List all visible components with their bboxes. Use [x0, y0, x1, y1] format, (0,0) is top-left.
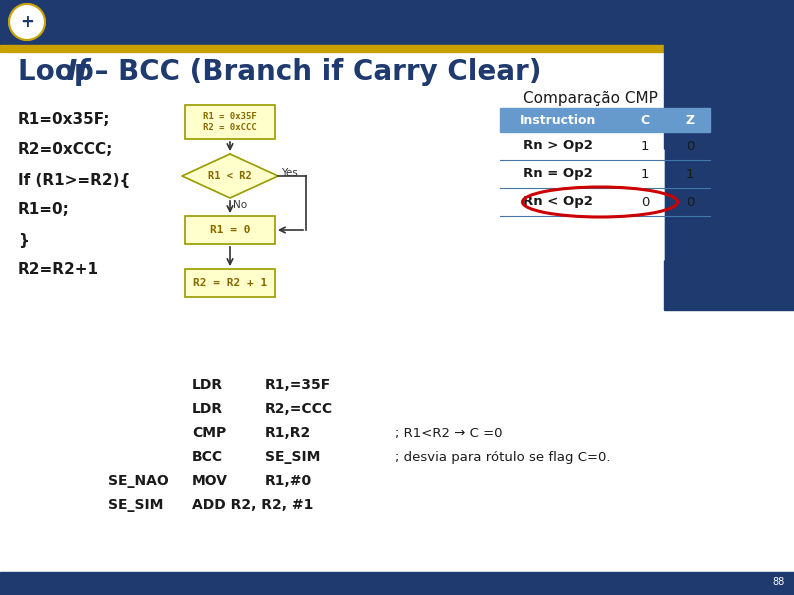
- Text: – BCC (Branch if Carry Clear): – BCC (Branch if Carry Clear): [85, 58, 542, 86]
- Text: ; desvia para rótulo se flag C=0.: ; desvia para rótulo se flag C=0.: [395, 450, 611, 464]
- Text: R1,R2: R1,R2: [265, 426, 311, 440]
- Text: SE_SIM: SE_SIM: [108, 498, 164, 512]
- Text: +: +: [20, 13, 34, 31]
- Text: Z: Z: [685, 114, 695, 127]
- Polygon shape: [182, 154, 278, 198]
- Circle shape: [9, 4, 45, 40]
- Text: If (R1>=R2){: If (R1>=R2){: [18, 173, 130, 187]
- Bar: [0, 0, 794, 45]
- Text: LDR: LDR: [192, 402, 223, 416]
- Text: CMP: CMP: [192, 426, 226, 440]
- Text: Rn = Op2: Rn = Op2: [523, 168, 593, 180]
- Text: BCC: BCC: [192, 450, 223, 464]
- Text: 0: 0: [686, 196, 694, 208]
- Text: No: No: [233, 200, 247, 210]
- Text: LDR: LDR: [192, 378, 223, 392]
- Text: R2 = R2 + 1: R2 = R2 + 1: [193, 278, 267, 288]
- Bar: [0, 572, 794, 595]
- Text: Rn < Op2: Rn < Op2: [523, 196, 593, 208]
- Text: ; R1<R2 → C =0: ; R1<R2 → C =0: [395, 427, 503, 440]
- Text: 0: 0: [641, 196, 649, 208]
- Text: Comparação CMP: Comparação CMP: [522, 90, 657, 105]
- Text: Rn > Op2: Rn > Op2: [523, 139, 593, 152]
- Text: C: C: [641, 114, 649, 127]
- Bar: [185, 105, 275, 139]
- Text: R2=R2+1: R2=R2+1: [18, 262, 99, 277]
- Text: R1 = 0x35F
R2 = 0xCCC: R1 = 0x35F R2 = 0xCCC: [203, 112, 257, 132]
- Text: Instruction: Instruction: [520, 114, 596, 127]
- Text: R1 = 0: R1 = 0: [210, 225, 250, 235]
- Text: R1=0;: R1=0;: [18, 202, 70, 218]
- Text: Loop: Loop: [18, 58, 103, 86]
- Text: 0: 0: [686, 139, 694, 152]
- Text: }: }: [18, 233, 29, 248]
- Text: SE_SIM: SE_SIM: [265, 450, 320, 464]
- Text: R1,=35F: R1,=35F: [265, 378, 331, 392]
- Text: 1: 1: [641, 139, 649, 152]
- Text: R1 < R2: R1 < R2: [208, 171, 252, 181]
- Bar: [500, 108, 710, 132]
- Text: Yes: Yes: [281, 168, 298, 178]
- Polygon shape: [554, 150, 664, 260]
- Text: 88: 88: [773, 577, 785, 587]
- Text: R2,=CCC: R2,=CCC: [265, 402, 333, 416]
- Text: 1: 1: [641, 168, 649, 180]
- Text: SE_NAO: SE_NAO: [108, 474, 169, 488]
- Text: If: If: [66, 58, 88, 86]
- Text: R2=0xCCC;: R2=0xCCC;: [18, 142, 114, 158]
- Bar: [0, 45, 794, 52]
- Bar: [664, 0, 794, 310]
- Text: MOV: MOV: [192, 474, 228, 488]
- Text: R1,#0: R1,#0: [265, 474, 312, 488]
- Text: 1: 1: [686, 168, 694, 180]
- Text: ADD R2, R2, #1: ADD R2, R2, #1: [192, 498, 314, 512]
- Text: R1=0x35F;: R1=0x35F;: [18, 112, 110, 127]
- Bar: [185, 269, 275, 297]
- Bar: [185, 216, 275, 244]
